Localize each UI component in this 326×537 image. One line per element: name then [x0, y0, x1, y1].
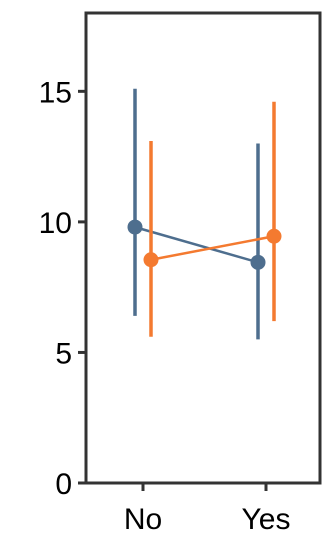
y-tick-label: 15	[39, 76, 72, 109]
data-point	[127, 219, 143, 235]
series-1	[127, 88, 266, 340]
y-tick-label: 5	[55, 337, 72, 370]
series-line	[150, 235, 275, 261]
x-axis-ticks: No Yes	[124, 483, 291, 536]
data-point	[250, 254, 266, 270]
series-layer	[127, 88, 282, 340]
plot-panel-border	[84, 11, 322, 485]
data-point	[266, 228, 282, 244]
y-tick-label: 10	[39, 207, 72, 240]
x-tick-label: Yes	[242, 503, 291, 536]
y-axis-ticks: 0 5 10 15	[39, 76, 86, 501]
y-tick-label: 0	[55, 468, 72, 501]
data-point	[143, 252, 159, 268]
series-2	[143, 101, 282, 337]
series-line	[134, 225, 259, 264]
x-tick-label: No	[124, 503, 162, 536]
